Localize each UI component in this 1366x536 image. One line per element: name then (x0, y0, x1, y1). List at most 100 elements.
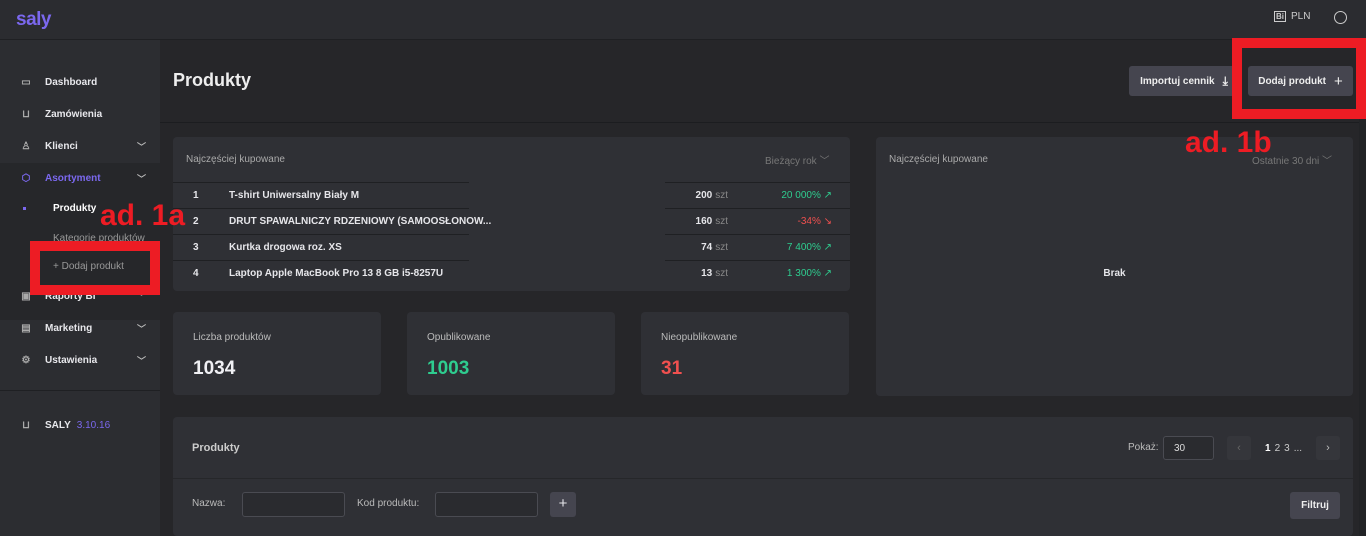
app-name: SALY (45, 419, 71, 431)
currency-switch[interactable]: Bi PLN (1274, 11, 1310, 22)
sidebar-footer: ⊔ SALY 3.10.16 (0, 411, 160, 439)
sidebar-item-asortyment[interactable]: ⬡ Asortyment ﹀ (0, 164, 160, 192)
add-product-button[interactable]: Dodaj produkt + (1248, 66, 1353, 96)
unit: szt (715, 190, 728, 201)
sidebar-item-label: Raporty BI (45, 290, 96, 302)
plus-icon: + (558, 495, 568, 512)
page-link[interactable]: 1 (1265, 443, 1271, 454)
download-icon: ⤓ (1222, 73, 1228, 88)
quantity: 200 szt (696, 190, 728, 201)
page-ellipsis: ... (1293, 443, 1303, 454)
app-version: 3.10.16 (76, 419, 111, 431)
stat-value: 1003 (427, 358, 470, 379)
code-filter-label: Kod produktu: (357, 498, 420, 509)
unit: szt (715, 242, 728, 253)
button-label: Filtruj (1301, 500, 1329, 511)
bi-icon: ▣ (21, 290, 31, 302)
quantity-value: 160 (695, 216, 713, 227)
sidebar-item-zamowienia[interactable]: ⊔ Zamówienia (0, 100, 160, 128)
product-name: Laptop Apple MacBook Pro 13 8 GB i5-8257… (229, 268, 444, 279)
chevron-down-icon: ﹀ (136, 323, 146, 334)
stat-value: 31 (661, 358, 683, 379)
top-products-30-card: Najczęściej kupowane Ostatnie 30 dni ﹀ B… (876, 137, 1353, 396)
cart-icon: ⊔ (22, 108, 30, 120)
rank: 4 (193, 268, 199, 279)
sidebar-item-dashboard[interactable]: ▭ Dashboard (0, 68, 160, 96)
newspaper-icon: ▤ (21, 322, 31, 334)
stat-card-unpublished: Nieopublikowane 31 (641, 312, 849, 395)
code-filter-input[interactable] (435, 492, 538, 517)
product-name: T-shirt Uniwersalny Biały M (229, 190, 360, 201)
divider (173, 234, 469, 235)
user-circle-icon[interactable] (1334, 11, 1347, 24)
period-dropdown[interactable]: Ostatnie 30 dni ﹀ (1252, 152, 1332, 167)
sidebar-item-label: Ustawienia (45, 354, 98, 366)
change-percent: 7 400% ↗ (786, 242, 832, 253)
sidebar-item-raporty[interactable]: ▣ Raporty BI ﹀ (0, 282, 160, 310)
per-page-input[interactable] (1163, 436, 1214, 460)
stat-value: 1034 (193, 358, 236, 379)
product-name: DRUT SPAWALNICZY RDZENIOWY (SAMOOSŁONOW.… (229, 216, 492, 227)
prev-page-button[interactable]: ‹ (1227, 436, 1251, 460)
divider (173, 260, 469, 261)
card-title: Produkty (192, 442, 240, 454)
page-title: Produkty (173, 70, 252, 90)
unit: szt (715, 216, 728, 227)
period-label: Ostatnie 30 dni (1252, 156, 1320, 167)
quantity-value: 74 (701, 242, 713, 253)
quantity: 74 szt (701, 242, 728, 253)
period-dropdown[interactable]: Bieżący rok ﹀ (765, 152, 829, 167)
filter-button[interactable]: Filtruj (1290, 492, 1340, 519)
table-row[interactable]: 2 DRUT SPAWALNICZY RDZENIOWY (SAMOOSŁONO… (173, 208, 850, 234)
button-label: Importuj cennik (1140, 75, 1215, 87)
name-filter-input[interactable] (242, 492, 345, 517)
bi-report-icon: Bi (1274, 11, 1286, 22)
sidebar-sub-produkty[interactable]: Produkty (53, 203, 97, 214)
chevron-right-icon: › (1326, 442, 1330, 454)
sidebar-item-klienci[interactable]: ♙ Klienci ﹀ (0, 132, 160, 160)
divider (0, 390, 160, 391)
table-row[interactable]: 1 T-shirt Uniwersalny Biały M 200 szt 20 … (173, 182, 850, 208)
stat-card-total: Liczba produktów 1034 (173, 312, 381, 395)
sidebar-item-marketing[interactable]: ▤ Marketing ﹀ (0, 314, 160, 342)
top-products-card: Najczęściej kupowane Bieżący rok ﹀ 1 T-s… (173, 137, 850, 291)
period-label: Bieżący rok (765, 156, 817, 167)
sidebar-sub-dodaj-produkt[interactable]: + Dodaj produkt (53, 261, 124, 272)
divider (665, 234, 850, 235)
sidebar-item-ustawienia[interactable]: ⚙ Ustawienia ﹀ (0, 346, 160, 374)
table-row[interactable]: 4 Laptop Apple MacBook Pro 13 8 GB i5-82… (173, 260, 850, 286)
next-page-button[interactable]: › (1316, 436, 1340, 460)
per-page-label: Pokaż: (1128, 442, 1159, 453)
change-percent: 20 000% ↗ (781, 190, 832, 201)
annotation-label-1b: ad. 1b (1185, 126, 1272, 159)
chevron-down-icon: ﹀ (136, 141, 146, 152)
empty-state: Brak (1103, 268, 1126, 279)
chevron-down-icon: ﹀ (136, 173, 146, 184)
annotation-box-1a (30, 241, 160, 295)
gear-icon: ⚙ (21, 354, 31, 366)
divider (665, 260, 850, 261)
chevron-down-icon: ﹀ (136, 291, 146, 302)
chevron-down-icon: ﹀ (819, 156, 830, 167)
product-name: Kurtka drogowa roz. XS (229, 242, 342, 253)
logo[interactable]: saly (16, 9, 51, 30)
name-filter-label: Nazwa: (192, 498, 226, 509)
page-link[interactable]: 3 (1284, 443, 1290, 454)
divider (160, 122, 1366, 123)
quantity-value: 13 (701, 268, 713, 279)
scrollbar[interactable] (1359, 40, 1366, 536)
page-link[interactable]: 2 (1274, 443, 1281, 454)
divider (665, 182, 850, 183)
sidebar-sub-kategorie[interactable]: Kategorie produktów (53, 233, 145, 244)
annotation-box-1b (1232, 38, 1366, 119)
card-title: Najczęściej kupowane (889, 154, 988, 165)
quantity: 160 szt (696, 216, 728, 227)
add-filter-button[interactable]: + (550, 492, 576, 517)
divider (173, 478, 1353, 479)
import-price-list-button[interactable]: Importuj cennik ⤓ (1129, 66, 1239, 96)
divider (173, 182, 469, 183)
table-row[interactable]: 3 Kurtka drogowa roz. XS 74 szt 7 400% ↗ (173, 234, 850, 260)
rank: 3 (193, 242, 199, 253)
divider (173, 208, 469, 209)
cart-icon: ⊔ (22, 419, 30, 431)
